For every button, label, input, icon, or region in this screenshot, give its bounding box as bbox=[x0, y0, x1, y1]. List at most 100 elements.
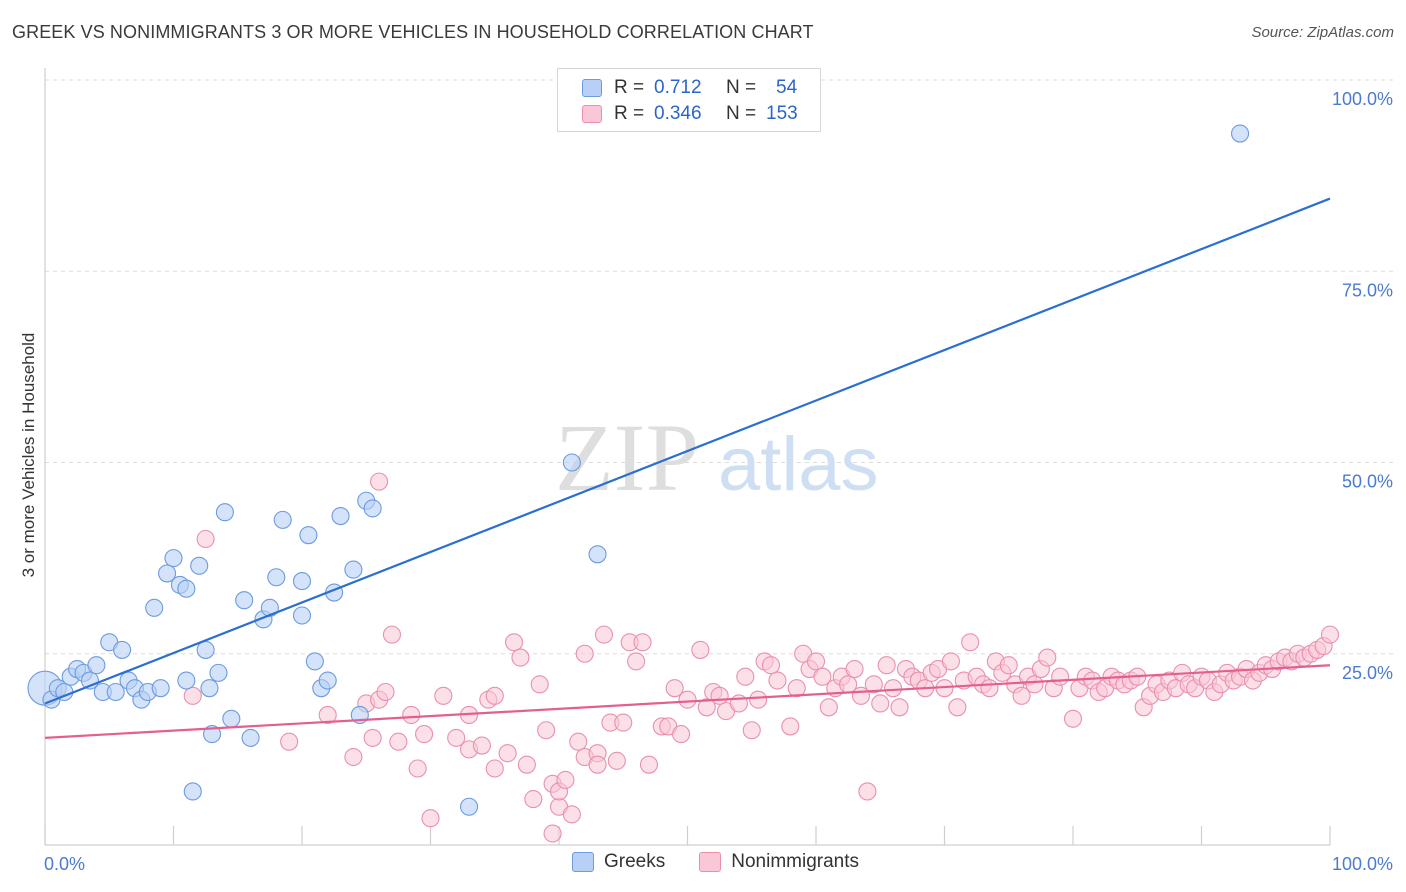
greeks-point bbox=[151, 679, 170, 698]
nonimmigrants-point bbox=[434, 686, 453, 705]
greeks-point bbox=[196, 640, 215, 659]
nonimmigrants-r-label: R = bbox=[614, 103, 645, 124]
nonimmigrants-point bbox=[485, 759, 504, 778]
nonimmigrants-point bbox=[627, 652, 646, 671]
greeks-point bbox=[344, 560, 363, 579]
watermark: ZIP atlas bbox=[555, 404, 879, 511]
legend-item-nonimmigrants[interactable]: Nonimmigrants bbox=[699, 851, 859, 873]
y-tick-labels: 100.0% 75.0% 50.0% 25.0% bbox=[1332, 89, 1393, 683]
nonimmigrants-point bbox=[517, 755, 536, 774]
nonimmigrants-swatch bbox=[582, 105, 602, 123]
greeks-r-label: R = bbox=[614, 77, 645, 98]
greeks-point bbox=[267, 568, 286, 587]
greeks-point bbox=[260, 598, 279, 617]
greeks-point bbox=[588, 545, 607, 564]
greeks-point bbox=[305, 652, 324, 671]
greeks-point bbox=[215, 503, 234, 522]
greeks-point bbox=[164, 549, 183, 568]
greeks-point bbox=[113, 640, 132, 659]
nonimmigrants-point bbox=[633, 633, 652, 652]
greeks-point bbox=[87, 656, 106, 675]
nonimmigrants-point bbox=[819, 698, 838, 717]
y-tick-label: 100.0% bbox=[1332, 89, 1393, 109]
nonimmigrants-point bbox=[389, 732, 408, 751]
greeks-point bbox=[158, 564, 177, 583]
greeks-point bbox=[235, 591, 254, 610]
x-tick-labels: 0.0% 100.0% bbox=[44, 854, 1393, 874]
nonimmigrants-point bbox=[948, 698, 967, 717]
nonimmigrants-legend-swatch bbox=[699, 852, 722, 872]
nonimmigrants-point bbox=[961, 633, 980, 652]
greeks-trend-line bbox=[44, 197, 1331, 705]
y-tick-label: 50.0% bbox=[1342, 472, 1393, 492]
trend-lines bbox=[44, 197, 1331, 739]
greeks-point bbox=[1231, 124, 1250, 143]
greeks-point bbox=[363, 499, 382, 518]
series-legend: Greeks Nonimmigrants bbox=[572, 851, 893, 873]
greeks-point bbox=[190, 556, 209, 575]
nonimmigrants-point bbox=[710, 686, 729, 705]
nonimmigrants-point bbox=[382, 625, 402, 644]
nonimmigrants-point bbox=[749, 690, 768, 709]
nonimmigrants-point bbox=[1063, 709, 1083, 728]
greeks-point bbox=[331, 506, 350, 526]
nonimmigrants-r-value: 0.346 bbox=[654, 103, 702, 124]
source-label: Source: ZipAtlas.com bbox=[1251, 24, 1394, 41]
nonimmigrants-point bbox=[485, 686, 504, 705]
nonimmigrants-point bbox=[402, 705, 421, 725]
nonimmigrants-point bbox=[569, 732, 588, 751]
nonimmigrants-point bbox=[678, 690, 697, 709]
nonimmigrants-point bbox=[562, 805, 581, 824]
nonimmigrants-point bbox=[813, 667, 832, 686]
greeks-point bbox=[562, 453, 581, 472]
greeks-point bbox=[106, 682, 125, 702]
nonimmigrants-point bbox=[447, 728, 466, 747]
nonimmigrants-point bbox=[196, 529, 215, 549]
nonimmigrants-point bbox=[787, 679, 806, 698]
nonimmigrants-point bbox=[370, 472, 389, 491]
nonimmigrants-point bbox=[344, 747, 363, 767]
legend-item-greeks[interactable]: Greeks bbox=[572, 851, 665, 873]
nonimmigrants-point bbox=[472, 736, 491, 755]
nonimmigrants-point bbox=[781, 717, 800, 736]
greeks-point bbox=[203, 725, 222, 744]
nonimmigrants-point bbox=[1051, 667, 1070, 686]
nonimmigrants-point bbox=[498, 744, 517, 763]
nonimmigrants-point bbox=[543, 824, 562, 843]
greeks-point bbox=[273, 510, 292, 529]
nonimmigrants-point bbox=[761, 656, 781, 675]
nonimmigrants-point bbox=[697, 698, 716, 717]
nonimmigrants-point bbox=[421, 809, 440, 828]
y-tick-label: 75.0% bbox=[1342, 280, 1393, 300]
nonimmigrants-point bbox=[530, 675, 549, 694]
nonimmigrants-point bbox=[742, 721, 761, 740]
grid-lines bbox=[45, 79, 1395, 655]
nonimmigrants-point bbox=[941, 652, 960, 671]
nonimmigrants-point bbox=[511, 648, 530, 667]
axes bbox=[44, 68, 1331, 846]
nonimmigrants-point bbox=[639, 755, 659, 774]
nonimmigrants-point bbox=[1038, 648, 1057, 667]
nonimmigrants-point bbox=[884, 679, 903, 698]
greeks-n-label: N = bbox=[726, 77, 757, 98]
nonimmigrants-point bbox=[980, 679, 999, 698]
nonimmigrants-point bbox=[672, 725, 691, 744]
nonimmigrants-point bbox=[1012, 686, 1031, 705]
greeks-point bbox=[209, 663, 228, 682]
nonimmigrants-point bbox=[183, 686, 202, 705]
nonimmigrants-point bbox=[845, 659, 864, 679]
nonimmigrants-point bbox=[588, 755, 607, 774]
nonimmigrants-point bbox=[524, 790, 543, 809]
nonimmigrants-point bbox=[408, 759, 427, 778]
nonimmigrants-point bbox=[614, 713, 633, 732]
nonimmigrants-point bbox=[415, 725, 434, 744]
nonimmigrants-point bbox=[575, 644, 594, 663]
legend-row-nonimmigrants: R = 0.346 N = 153 bbox=[582, 102, 798, 126]
nonimmigrants-points bbox=[183, 472, 1340, 843]
nonimmigrants-legend-label: Nonimmigrants bbox=[731, 851, 860, 872]
greeks-point bbox=[177, 579, 196, 598]
legend-row-greeks: R = 0.712 N = 54 bbox=[582, 76, 797, 100]
x-tick-label: 0.0% bbox=[44, 854, 85, 874]
greeks-point bbox=[200, 679, 219, 698]
y-axis-title: 3 or more Vehicles in Household bbox=[19, 333, 38, 578]
